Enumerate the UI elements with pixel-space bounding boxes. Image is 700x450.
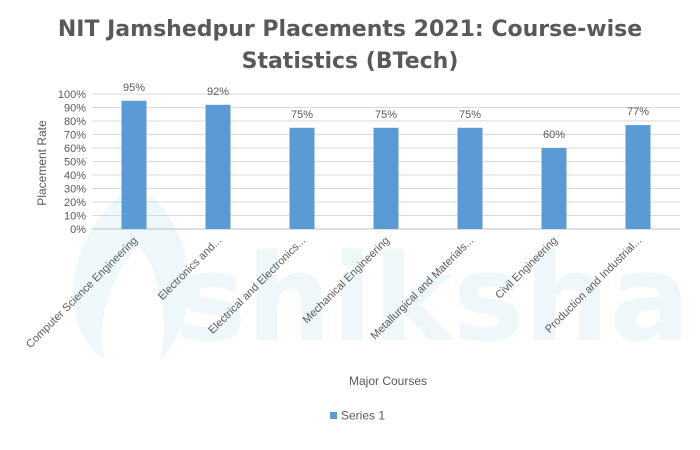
data-label: 75% — [459, 109, 481, 121]
y-tick-label: 80% — [64, 116, 86, 128]
y-tick-label: 10% — [64, 211, 86, 223]
x-axis-title: Major Courses — [349, 374, 427, 388]
chart-title: NIT Jamshedpur Placements 2021: Course-w… — [0, 14, 700, 78]
data-label: 77% — [627, 106, 649, 118]
data-label: 95% — [123, 82, 145, 94]
y-tick-label: 60% — [64, 143, 86, 155]
legend-swatch — [330, 412, 337, 419]
data-label: 60% — [543, 129, 565, 141]
y-tick-label: 0% — [70, 224, 86, 236]
legend-label: Series 1 — [341, 409, 385, 423]
legend: Series 1 — [330, 409, 385, 423]
chart-title-line-2: Statistics (BTech) — [241, 49, 459, 74]
chart-title-line-1: NIT Jamshedpur Placements 2021: Course-w… — [57, 17, 643, 42]
y-tick-label: 100% — [58, 89, 86, 101]
bar — [289, 127, 315, 229]
watermark-logo: shiksha — [72, 195, 691, 369]
y-tick-label: 30% — [64, 184, 86, 196]
data-label: 75% — [291, 109, 313, 121]
bars — [121, 100, 651, 229]
y-tick-label: 20% — [64, 197, 86, 209]
bar — [625, 125, 651, 229]
y-tick-label: 40% — [64, 170, 86, 182]
y-axis-title: Placement Rate — [35, 120, 49, 206]
y-tick-labels: 0%10% 20%30% 40%50% 60%70% 80%90% 100% — [58, 89, 86, 236]
bar — [205, 104, 231, 229]
y-tick-label: 70% — [64, 130, 86, 142]
bar — [373, 127, 399, 229]
watermark-text: shiksha — [175, 230, 691, 369]
bar — [541, 148, 567, 229]
data-labels: 95% 92% 75% 75% 75% 60% 77% — [123, 82, 649, 141]
y-tick-label: 90% — [64, 103, 86, 115]
data-label: 75% — [375, 109, 397, 121]
bar — [121, 100, 147, 229]
y-tick-label: 50% — [64, 157, 86, 169]
data-label: 92% — [207, 86, 229, 98]
bar — [457, 127, 483, 229]
